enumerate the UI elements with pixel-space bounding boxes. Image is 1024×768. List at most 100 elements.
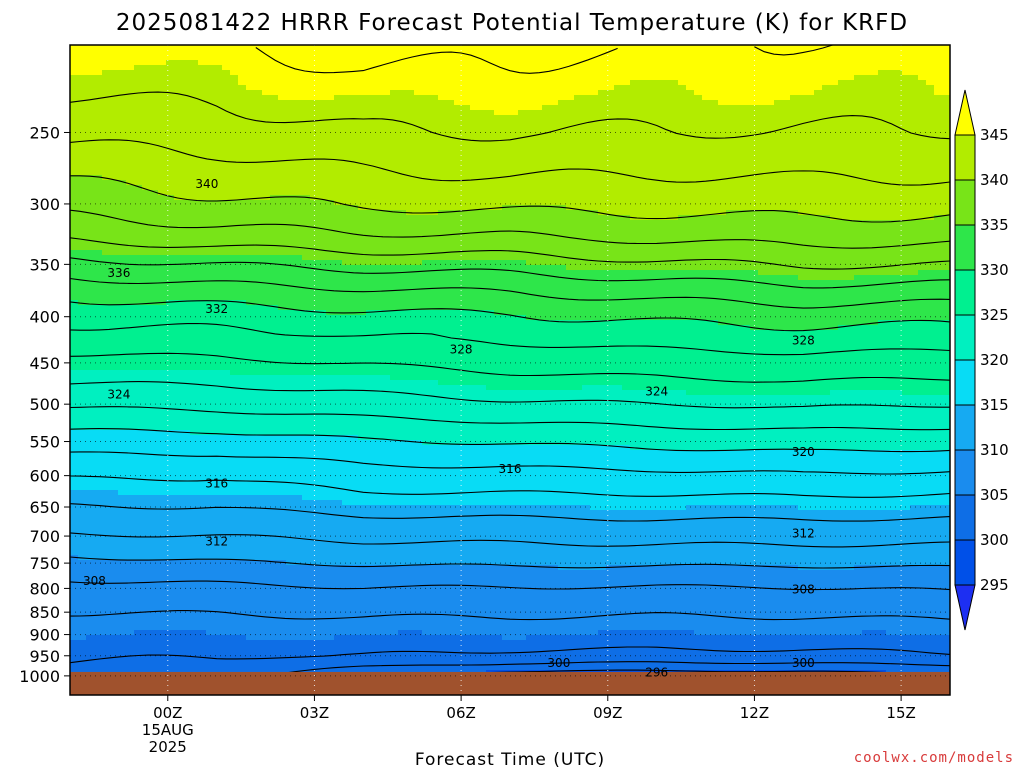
fill-cell [86,115,95,121]
fill-cell [334,80,343,86]
fill-cell [318,50,327,56]
fill-cell [294,400,303,406]
fill-cell [270,405,279,411]
fill-cell [366,520,375,526]
fill-cell [270,650,279,656]
fill-cell [182,535,191,541]
fill-cell [342,495,351,501]
fill-cell [86,100,95,106]
fill-cell [166,290,175,296]
fill-cell [334,340,343,346]
fill-cell [102,220,111,226]
fill-cell [142,55,151,61]
fill-cell [190,295,199,301]
fill-cell [206,400,215,406]
fill-cell [182,420,191,426]
fill-cell [350,105,359,111]
fill-cell [302,240,311,246]
fill-cell [230,625,239,631]
fill-cell [270,370,279,376]
fill-cell [222,335,231,341]
fill-cell [206,190,215,196]
fill-cell [326,220,335,226]
fill-cell [286,285,295,291]
fill-cell [294,420,303,426]
fill-cell [262,380,271,386]
fill-cell [110,550,119,556]
fill-cell [198,290,207,296]
fill-cell [358,430,367,436]
fill-cell [102,325,111,331]
fill-cell [262,285,271,291]
fill-cell [230,525,239,531]
fill-cell [278,420,287,426]
fill-cell [110,200,119,206]
fill-cell [286,50,295,56]
fill-cell [198,200,207,206]
fill-cell [270,435,279,441]
fill-cell [158,515,167,521]
fill-cell [174,550,183,556]
fill-cell [126,495,135,501]
fill-cell [78,395,87,401]
fill-cell [78,595,87,601]
fill-cell [278,170,287,176]
fill-cell [142,485,151,491]
fill-cell [302,130,311,136]
fill-cell [254,395,263,401]
fill-cell [70,535,79,541]
fill-cell [294,195,303,201]
fill-cell [270,660,279,666]
fill-cell [166,240,175,246]
fill-cell [110,305,119,311]
fill-cell [214,115,223,121]
fill-cell [342,235,351,241]
fill-cell [166,430,175,436]
fill-cell [222,515,231,521]
fill-cell [150,570,159,576]
fill-cell [246,55,255,61]
fill-cell [86,55,95,61]
fill-cell [134,140,143,146]
fill-cell [182,490,191,496]
fill-cell [270,590,279,596]
fill-cell [350,400,359,406]
fill-cell [278,285,287,291]
fill-cell [270,225,279,231]
fill-cell [94,150,103,156]
fill-cell [142,45,151,51]
fill-cell [230,640,239,646]
fill-cell [102,650,111,656]
fill-cell [118,405,127,411]
fill-cell [310,185,319,191]
fill-cell [302,605,311,611]
fill-cell [270,485,279,491]
fill-cell [78,635,87,641]
fill-cell [294,515,303,521]
fill-cell [374,135,383,141]
fill-cell [214,215,223,221]
fill-cell [334,345,343,351]
fill-cell [286,565,295,571]
fill-cell [254,635,263,641]
fill-cell [302,280,311,286]
fill-cell [366,190,375,196]
fill-cell [278,240,287,246]
fill-cell [94,350,103,356]
fill-cell [294,415,303,421]
fill-cell [198,250,207,256]
fill-cell [118,205,127,211]
fill-cell [134,155,143,161]
fill-cell [350,240,359,246]
fill-cell [326,610,335,616]
fill-cell [166,120,175,126]
fill-cell [270,95,279,101]
fill-cell [366,475,375,481]
fill-cell [126,665,135,671]
fill-cell [254,590,263,596]
fill-cell [158,565,167,571]
fill-cell [350,580,359,586]
fill-cell [190,515,199,521]
fill-cell [326,455,335,461]
fill-cell [166,395,175,401]
